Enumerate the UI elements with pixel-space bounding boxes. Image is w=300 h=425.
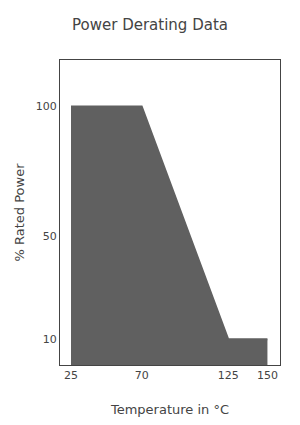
svg-text:25: 25 bbox=[64, 369, 78, 382]
svg-text:125: 125 bbox=[218, 369, 239, 382]
svg-text:50: 50 bbox=[43, 230, 57, 243]
svg-text:Power Derating Data: Power Derating Data bbox=[72, 16, 228, 34]
svg-text:% Rated Power: % Rated Power bbox=[12, 163, 27, 262]
svg-text:10: 10 bbox=[43, 333, 57, 346]
svg-text:150: 150 bbox=[257, 369, 278, 382]
svg-text:100: 100 bbox=[36, 100, 57, 113]
svg-text:70: 70 bbox=[135, 369, 149, 382]
svg-text:Temperature in °C: Temperature in °C bbox=[110, 402, 229, 417]
